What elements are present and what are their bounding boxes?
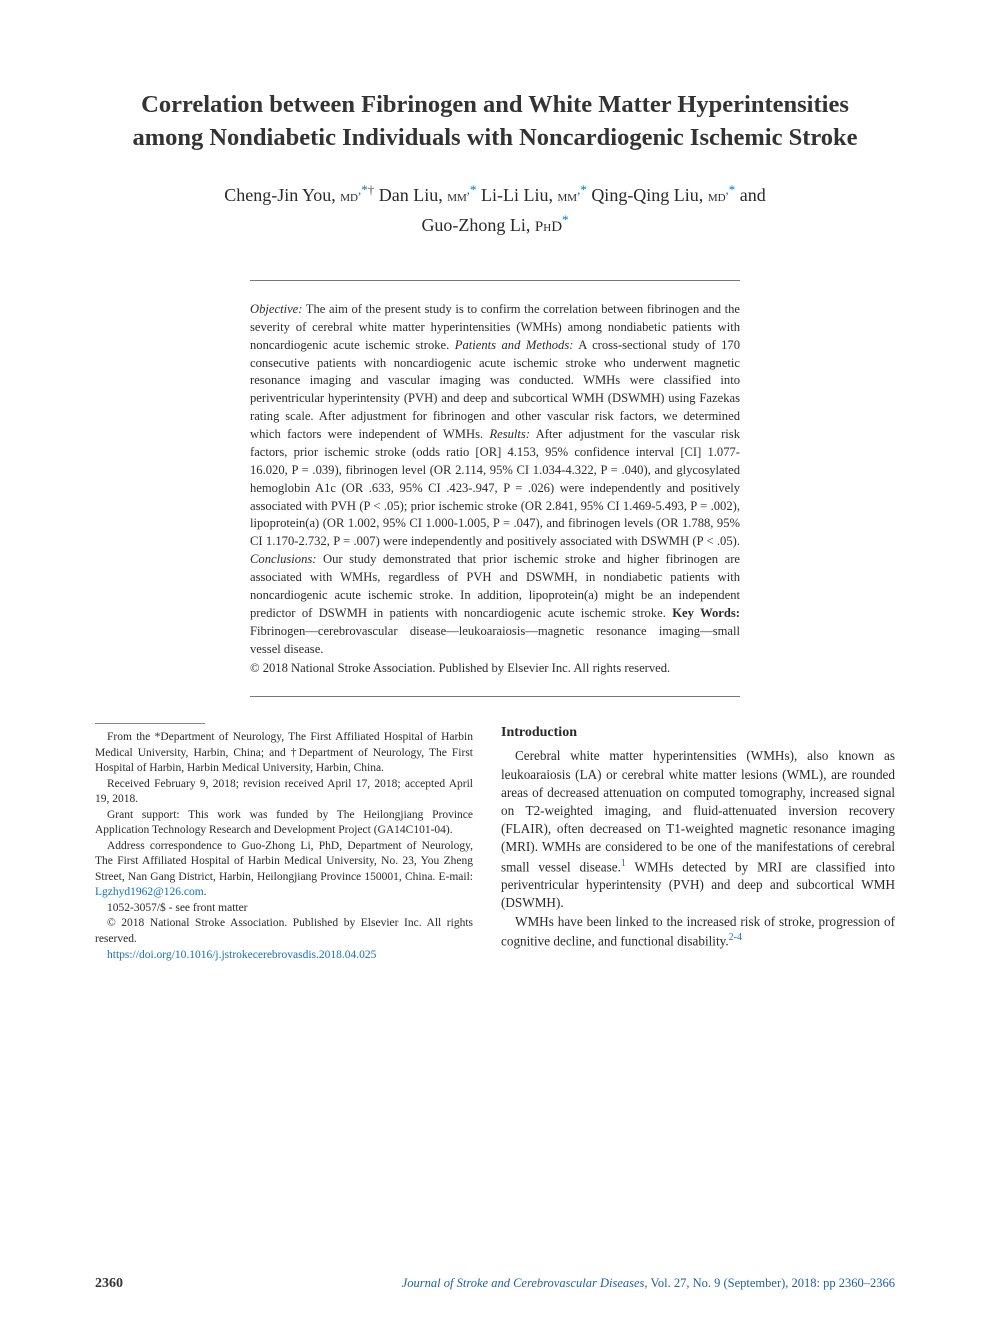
section-heading: Introduction: [501, 725, 895, 741]
body-paragraph: Cerebral white matter hyperintensities (…: [501, 747, 895, 912]
abstract-label: Conclusions:: [250, 552, 316, 566]
page-number: 2360: [95, 1276, 123, 1292]
affiliation-note: From the *Department of Neurology, The F…: [95, 730, 473, 777]
abstract-rule-top: [250, 280, 740, 281]
abstract-label: Patients and Methods:: [455, 338, 574, 352]
author-name: Qing-Qing Liu,: [587, 185, 708, 205]
author-degree: PhD: [535, 219, 562, 235]
copyright-note: © 2018 National Stroke Association. Publ…: [95, 916, 473, 947]
abstract-label: Results:: [489, 427, 530, 441]
abstract-text: Our study demonstrated that prior ischem…: [250, 552, 740, 620]
author-degree: md: [708, 189, 726, 205]
author-and: and: [735, 185, 766, 205]
page-footer: 2360 Journal of Stroke and Cerebrovascul…: [95, 1276, 895, 1292]
body-text: WMHs have been linked to the increased r…: [501, 914, 895, 949]
abstract-copyright: © 2018 National Stroke Association. Publ…: [250, 660, 740, 678]
footnotes-block: From the *Department of Neurology, The F…: [95, 730, 473, 963]
doi-link[interactable]: https://doi.org/10.1016/j.jstrokecerebro…: [107, 949, 376, 961]
author-degree: mm: [558, 189, 578, 205]
correspondence-text: .: [204, 886, 207, 898]
author-degree: mm: [447, 189, 467, 205]
two-column-region: From the *Department of Neurology, The F…: [95, 723, 895, 963]
correspondence-note: Address correspondence to Guo-Zhong Li, …: [95, 839, 473, 901]
issn-note: 1052-3057/$ - see front matter: [95, 901, 473, 917]
author-degree: md: [340, 189, 358, 205]
author-name: Guo-Zhong Li,: [421, 215, 534, 235]
author-name: Li-Li Liu,: [477, 185, 558, 205]
abstract-text: After adjustment for the vascular risk f…: [250, 427, 740, 548]
keywords-label: Key Words:: [672, 606, 740, 620]
correspondence-text: Address correspondence to Guo-Zhong Li, …: [95, 840, 473, 883]
journal-citation: Journal of Stroke and Cerebrovascular Di…: [402, 1276, 895, 1291]
article-title: Correlation between Fibrinogen and White…: [113, 88, 877, 154]
citation-marker[interactable]: 2-4: [729, 932, 742, 943]
journal-volume: Vol. 27, No. 9 (September), 2018: pp 236…: [648, 1276, 895, 1290]
author-list: Cheng-Jin You, md,*† Dan Liu, mm,* Li-Li…: [125, 180, 865, 240]
left-column: From the *Department of Neurology, The F…: [95, 723, 473, 963]
affil-marker: ,*: [358, 182, 368, 197]
email-link[interactable]: Lgzhyd1962@126.com: [95, 886, 204, 898]
affil-marker: ,*: [467, 182, 477, 197]
grant-note: Grant support: This work was funded by T…: [95, 808, 473, 839]
affil-marker: ,*: [577, 182, 587, 197]
keywords-text: Fibrinogen—cerebrovascular disease—leuko…: [250, 624, 740, 656]
abstract-label: Objective:: [250, 302, 302, 316]
abstract-text: A cross-sectional study of 170 consecuti…: [250, 338, 740, 441]
journal-name: Journal of Stroke and Cerebrovascular Di…: [402, 1276, 648, 1290]
right-column: Introduction Cerebral white matter hyper…: [501, 723, 895, 963]
author-name: Cheng-Jin You,: [224, 185, 340, 205]
body-text-block: Cerebral white matter hyperintensities (…: [501, 747, 895, 950]
affil-marker: *: [562, 212, 569, 227]
abstract-rule-bottom: [250, 696, 740, 697]
abstract-block: Objective: The aim of the present study …: [250, 301, 740, 678]
affil-marker: ,*: [726, 182, 736, 197]
author-name: Dan Liu,: [374, 185, 447, 205]
footnote-rule: [95, 723, 205, 724]
received-note: Received February 9, 2018; revision rece…: [95, 777, 473, 808]
body-paragraph: WMHs have been linked to the increased r…: [501, 913, 895, 951]
body-text: Cerebral white matter hyperintensities (…: [501, 748, 895, 874]
